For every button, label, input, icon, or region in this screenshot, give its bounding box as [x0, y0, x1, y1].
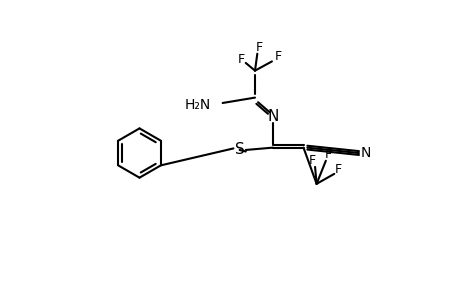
Text: F: F	[324, 148, 331, 161]
Text: N: N	[360, 146, 370, 160]
Text: F: F	[274, 50, 281, 63]
Text: S: S	[234, 142, 244, 158]
Text: F: F	[255, 41, 262, 54]
Text: N: N	[266, 109, 278, 124]
Text: F: F	[237, 52, 244, 66]
Text: F: F	[308, 154, 316, 167]
Text: H₂N: H₂N	[185, 98, 211, 112]
Text: F: F	[334, 164, 341, 176]
